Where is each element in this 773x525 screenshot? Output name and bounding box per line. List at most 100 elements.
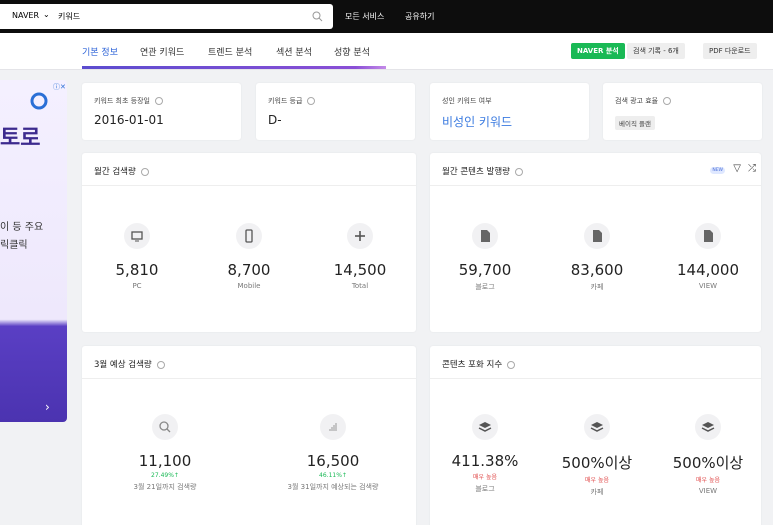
search-icon[interactable] <box>312 11 323 22</box>
metric-icon <box>584 414 610 440</box>
metric-icon <box>152 414 178 440</box>
metric-value: 5,810 <box>115 261 159 279</box>
metric-icon <box>584 223 610 249</box>
tab[interactable]: 기본 정보 <box>82 48 118 58</box>
search-box[interactable]: NAVER ⌄ 키워드 <box>0 4 333 29</box>
metric-value: 144,000 <box>676 261 740 279</box>
divider <box>430 185 761 186</box>
metric-icon <box>472 414 498 440</box>
history-button[interactable]: 검색 기록 - 6개 <box>627 43 685 59</box>
filter-icon[interactable]: ▽ <box>733 163 741 174</box>
top-bar: NAVER ⌄ 키워드 모든 서비스 공유하기 <box>0 0 773 33</box>
metric: 5,810 PC <box>77 223 197 290</box>
tab[interactable]: 트렌드 분석 <box>208 48 253 58</box>
metric-label: Mobile <box>237 282 261 290</box>
panel-title: 월간 검색량 <box>94 165 149 177</box>
help-icon[interactable] <box>156 360 165 369</box>
shuffle-icon[interactable]: ⤮ <box>748 163 756 174</box>
ad-text: 릭클릭 <box>0 240 28 251</box>
metric: 16,500 46.11%↑ 3월 31일까지 예상되는 검색량 <box>273 414 393 492</box>
summary-value: 2016-01-01 <box>94 113 164 127</box>
metric-label: VIEW <box>698 487 718 495</box>
metric-value: 8,700 <box>227 261 271 279</box>
help-icon[interactable] <box>514 167 523 176</box>
help-icon[interactable] <box>663 97 672 105</box>
divider <box>82 378 416 379</box>
metric-icon <box>695 223 721 249</box>
metric-value: 500%이상 <box>672 454 744 472</box>
pdf-button[interactable]: PDF 다운로드 <box>703 43 757 59</box>
ad-logo <box>30 92 48 110</box>
metric-value: 14,500 <box>333 261 387 279</box>
tab-bar: 기본 정보 연관 키워드 트렌드 분석 섹션 분석 성향 분석 NAVER 분석 검색 기록… <box>0 33 773 70</box>
metric-icon <box>320 414 346 440</box>
divider <box>430 378 761 379</box>
summary-card: 키워드 등급 D- <box>256 83 415 140</box>
summary-value: 비성인 키워드 <box>442 115 513 129</box>
menu-share[interactable]: 공유하기 <box>405 12 435 21</box>
metric-label: VIEW <box>698 282 718 290</box>
metric-icon <box>472 223 498 249</box>
ad-text: 이 등 주요 <box>0 222 44 233</box>
summary-label: 키워드 최초 등장일 <box>94 96 163 106</box>
metric-level: 매우 높음 <box>473 474 497 481</box>
metric-label: 3월 21일까지 검색량 <box>133 483 197 491</box>
panel-title: 3월 예상 검색량 <box>94 358 165 370</box>
metric-label: Total <box>351 282 369 290</box>
summary-label: 성인 키워드 여부 <box>442 97 492 105</box>
help-icon[interactable] <box>307 97 316 105</box>
panel: 3월 예상 검색량 11,100 27.49%↑ 3월 21일까지 검색량 16,500… <box>82 346 416 525</box>
panel: 콘텐츠 포화 지수 411.38% 매우 높음 블로그 500%이상 매우 높음 카페 500… <box>430 346 761 525</box>
ad-banner[interactable]: ⓘ✕ 토로 이 등 주요 릭클릭 › <box>0 80 67 422</box>
metric-level: 매우 높음 <box>696 477 720 484</box>
tab[interactable]: 연관 키워드 <box>140 48 185 58</box>
ad-text: 토로 <box>0 126 41 151</box>
panel: 월간 콘텐츠 발행량 NEW ▽ ⤮ 59,700 블로그 83,600 카페 144,000 V… <box>430 153 761 332</box>
metric-value: 500%이상 <box>561 454 633 472</box>
tab[interactable]: 섹션 분석 <box>276 48 312 58</box>
metric-label: 블로그 <box>475 283 495 291</box>
summary-label: 검색 광고 효율 <box>615 96 672 106</box>
metric-value: 83,600 <box>570 261 624 279</box>
metric-label: 카페 <box>590 283 604 291</box>
metric-icon <box>236 223 262 249</box>
metric-level: 매우 높음 <box>585 477 609 484</box>
metric: 14,500 Total <box>300 223 420 290</box>
metric-label: 카페 <box>590 488 604 496</box>
metric-value: 59,700 <box>458 261 512 279</box>
metric-value: 411.38% <box>451 452 519 470</box>
help-icon[interactable] <box>140 167 149 176</box>
metric-icon <box>124 223 150 249</box>
naver-analysis-button[interactable]: NAVER 분석 <box>571 43 625 59</box>
metric-change: 27.49%↑ <box>151 472 179 479</box>
help-icon[interactable] <box>507 360 516 369</box>
new-badge: NEW <box>710 167 725 174</box>
metric-label: 블로그 <box>475 485 495 493</box>
panel-title: 콘텐츠 포화 지수 <box>442 358 516 370</box>
metric: 144,000 VIEW <box>648 223 768 290</box>
query[interactable]: 키워드 <box>58 12 81 21</box>
metric-change: 46.11%↑ <box>319 472 347 479</box>
summary-value: D- <box>268 113 282 127</box>
metric: 11,100 27.49%↑ 3월 21일까지 검색량 <box>105 414 225 492</box>
metric: 59,700 블로그 <box>425 223 545 292</box>
tab-indicator <box>82 66 386 69</box>
summary-card: 키워드 최초 등장일 2016-01-01 <box>82 83 241 140</box>
summary-label: 키워드 등급 <box>268 96 316 106</box>
metric-label: 3월 31일까지 예상되는 검색량 <box>287 483 379 491</box>
menu-services[interactable]: 모든 서비스 <box>345 12 385 21</box>
panel-title: 월간 콘텐츠 발행량 <box>442 165 523 177</box>
summary-value: 베이직 플랜 <box>615 116 655 130</box>
engine-select[interactable]: NAVER <box>12 11 40 20</box>
panel: 월간 검색량 5,810 PC 8,700 Mobile 14,500 Total <box>82 153 416 332</box>
help-icon[interactable] <box>154 97 163 105</box>
metric-icon <box>347 223 373 249</box>
metric: 83,600 카페 <box>537 223 657 292</box>
metric: 8,700 Mobile <box>189 223 309 290</box>
tab[interactable]: 성향 분석 <box>334 48 370 58</box>
